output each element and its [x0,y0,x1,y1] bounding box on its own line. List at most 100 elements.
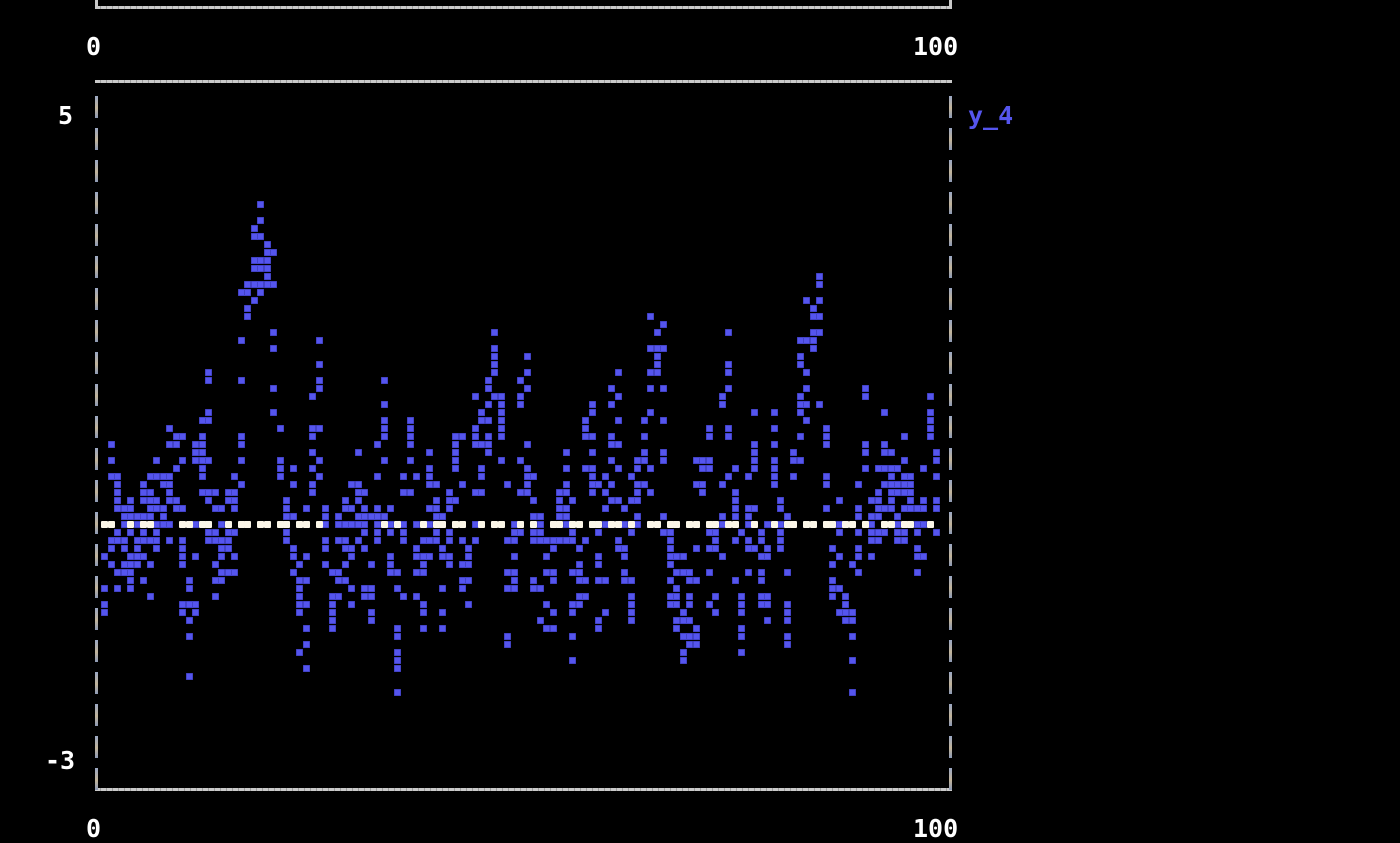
data-point [309,393,316,400]
data-point [315,361,323,368]
data-point [276,473,284,480]
data-point [458,561,466,568]
zero-reference-line-dot [809,521,817,528]
data-point [517,457,524,464]
data-point [322,521,329,528]
axis-tick-mark [949,448,952,470]
data-point [361,585,368,592]
data-point [406,441,414,448]
data-point [413,473,420,480]
data-point [322,545,329,552]
data-point [556,537,563,544]
data-point [816,313,823,320]
data-point [738,625,745,632]
data-point [166,441,173,448]
data-point [237,377,245,384]
data-point [458,577,466,584]
data-point [582,577,589,584]
data-point [562,481,570,488]
zero-reference-line-dot [276,521,284,528]
data-point [283,529,290,536]
data-point [809,337,817,344]
data-point [179,433,186,440]
data-point [874,489,882,496]
data-point [302,665,310,672]
data-point [185,577,193,584]
axis-tick-mark [95,96,98,118]
zero-reference-line-dot [302,521,310,528]
data-point [354,513,362,520]
data-point [881,409,888,416]
data-point [712,537,719,544]
data-point [296,609,303,616]
data-point [270,329,277,336]
zero-reference-line-dot [549,521,557,528]
data-point [140,497,147,504]
data-point [504,481,511,488]
data-point [367,617,375,624]
data-point [224,489,232,496]
data-point [400,489,407,496]
data-point [510,537,518,544]
axis-tick-mark [95,672,98,694]
axis-tick-mark [95,576,98,598]
axis-tick-mark [949,480,952,502]
data-point [569,497,576,504]
data-point [751,409,758,416]
axis-tick-mark [949,544,952,566]
data-point [874,465,882,472]
data-point [205,377,212,384]
data-point [237,441,245,448]
data-point [777,529,784,536]
data-point [296,577,303,584]
data-point [328,601,336,608]
data-point [400,593,407,600]
zero-reference-line-dot [224,521,232,528]
zero-reference-line-dot [146,521,154,528]
data-point [341,545,349,552]
data-point [738,633,745,640]
data-point [218,521,225,528]
data-point [263,257,271,264]
data-point [900,481,908,488]
data-point [920,505,927,512]
data-point [530,473,537,480]
data-point [179,601,186,608]
zero-reference-line-dot [751,521,758,528]
data-point [725,425,732,432]
data-point [614,465,622,472]
zero-reference-line-dot [790,521,797,528]
data-point [289,465,297,472]
data-point [517,393,524,400]
data-point [478,473,485,480]
data-point [627,577,635,584]
data-point [887,505,895,512]
data-point [907,481,914,488]
data-point [660,417,667,424]
data-point [796,361,804,368]
data-point [497,425,505,432]
data-point [419,537,427,544]
data-point [367,561,375,568]
data-point [653,353,661,360]
data-point [536,521,544,528]
data-point [887,449,895,456]
data-point [601,609,609,616]
data-point [666,545,674,552]
zero-reference-line-dot [900,521,908,528]
data-point [725,329,732,336]
data-point [406,457,414,464]
data-point [276,457,284,464]
data-point [861,393,869,400]
data-point [458,433,466,440]
zero-reference-line-dot [198,521,206,528]
data-point [829,561,836,568]
data-point [315,377,323,384]
data-point [647,465,654,472]
data-point [900,489,908,496]
zero-reference-line-dot [783,521,791,528]
data-point [426,505,433,512]
data-point [848,561,856,568]
data-point [679,609,687,616]
data-point [588,481,596,488]
